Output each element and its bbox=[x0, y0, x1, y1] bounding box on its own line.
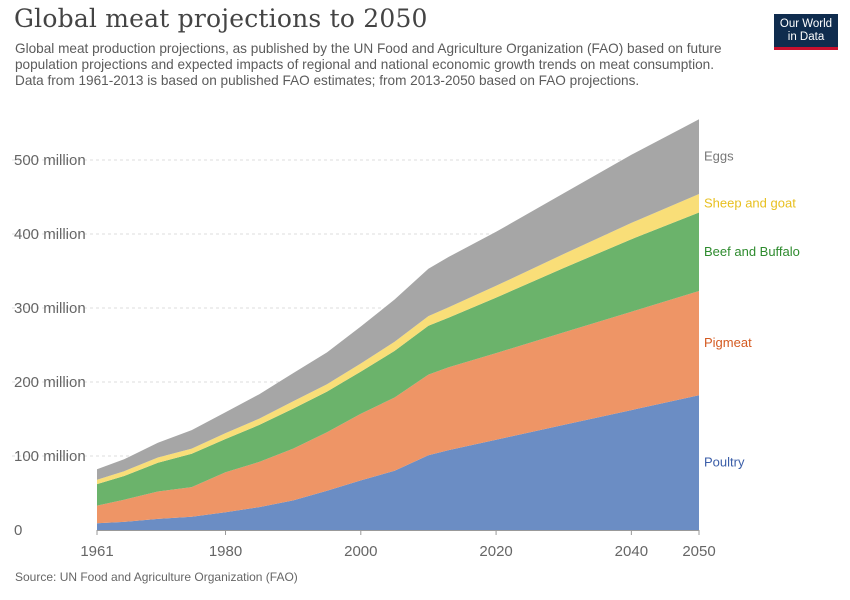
series-label-pigmeat: Pigmeat bbox=[704, 335, 752, 350]
chart-title: Global meat projections to 2050 bbox=[14, 4, 428, 33]
x-tick-label: 2040 bbox=[615, 543, 648, 560]
x-tick-label: 2000 bbox=[344, 543, 377, 560]
series-label-poultry: Poultry bbox=[704, 455, 745, 470]
owid-logo[interactable]: Our World in Data bbox=[774, 14, 838, 50]
y-tick-label: 0 bbox=[14, 522, 22, 539]
source-note: Source: UN Food and Agriculture Organiza… bbox=[15, 570, 298, 584]
logo-line-2: in Data bbox=[787, 31, 825, 43]
x-tick-label: 1961 bbox=[80, 543, 113, 560]
logo-line-1: Our World bbox=[779, 18, 833, 30]
y-tick-label: 100 million bbox=[14, 448, 86, 465]
y-tick-label: 400 million bbox=[14, 226, 86, 243]
y-tick-label: 300 million bbox=[14, 300, 86, 317]
x-tick-label: 2050 bbox=[682, 543, 715, 560]
series-labels: Poultry Pigmeat Beef and Buffalo Sheep and … bbox=[704, 149, 800, 470]
area-beef-and-buffalo[interactable] bbox=[97, 212, 699, 506]
x-tick-label: 2020 bbox=[479, 543, 512, 560]
series-label-sheep-and-goat: Sheep and goat bbox=[704, 195, 796, 210]
y-tick-label: 500 million bbox=[14, 152, 86, 169]
area-poultry[interactable] bbox=[97, 395, 699, 530]
series-label-eggs: Eggs bbox=[704, 149, 734, 164]
area-eggs[interactable] bbox=[97, 119, 699, 480]
y-axis: 0 100 million 200 million 300 million 400 mi… bbox=[14, 152, 86, 539]
area-pigmeat[interactable] bbox=[97, 291, 699, 524]
y-tick-label: 200 million bbox=[14, 374, 86, 391]
area-sheep-and-goat[interactable] bbox=[97, 194, 699, 485]
series-label-beef-and-buffalo: Beef and Buffalo bbox=[704, 244, 800, 259]
chart-subtitle: Global meat production projections, as p… bbox=[15, 41, 722, 88]
x-axis: 1961 1980 2000 2020 2040 2050 bbox=[80, 530, 716, 560]
x-tick-label: 1980 bbox=[209, 543, 242, 560]
series-areas bbox=[97, 119, 699, 531]
